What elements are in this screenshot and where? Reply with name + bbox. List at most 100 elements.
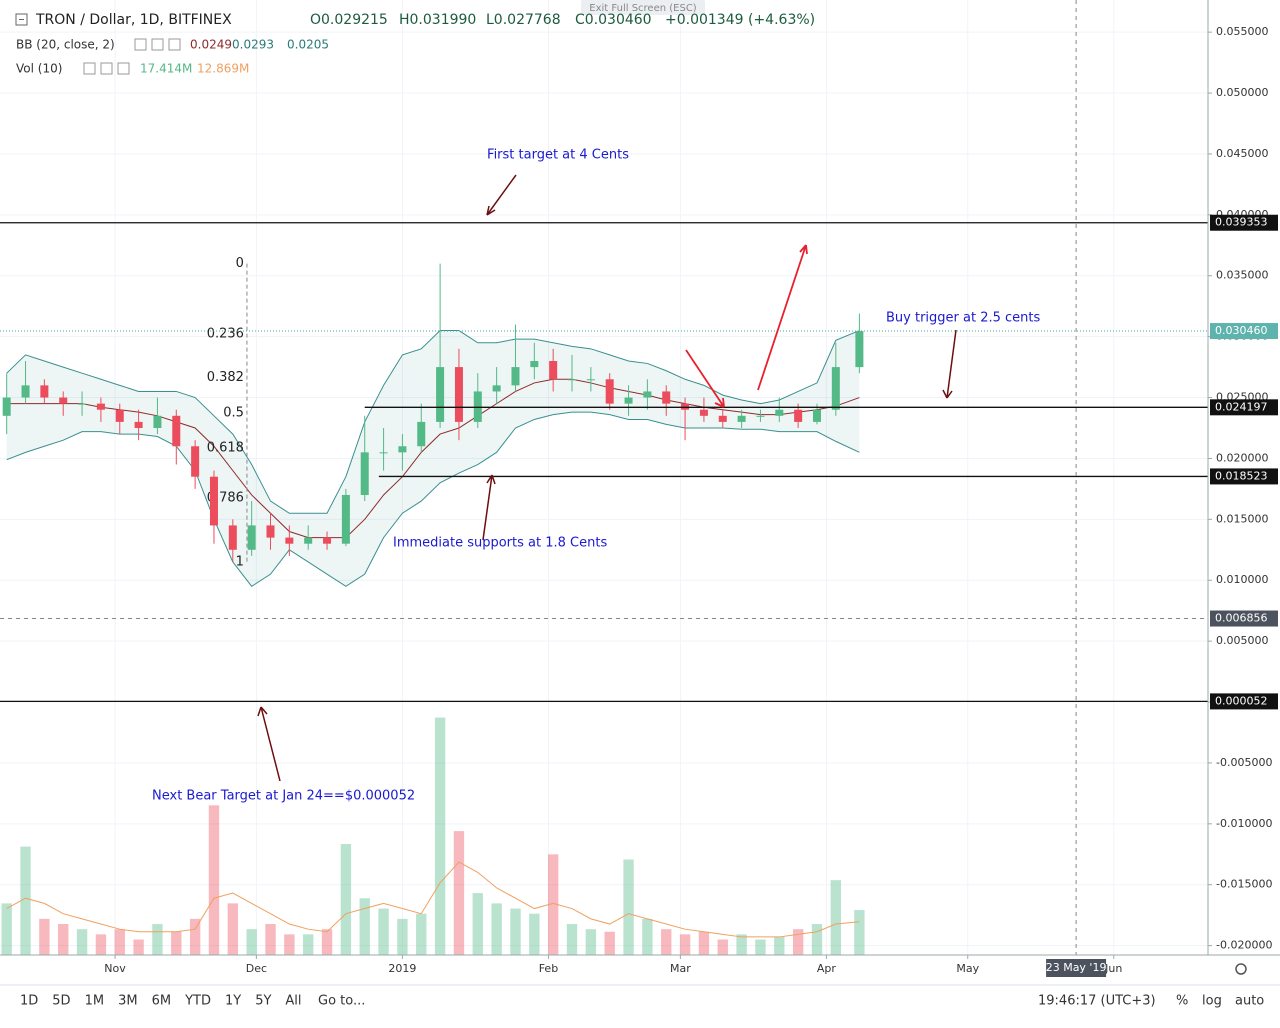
price-label: 0.006856 <box>1215 612 1268 625</box>
candle-body <box>737 415 746 422</box>
y-tick-label: 0.015000 <box>1216 512 1269 525</box>
volume-bar <box>792 929 804 955</box>
volume-bar <box>246 929 257 955</box>
price-label-bg <box>1210 468 1278 485</box>
annotation-arrows <box>257 174 957 782</box>
indicator-name[interactable]: Vol (10) <box>16 62 62 76</box>
range-button[interactable]: 1D <box>20 994 38 1009</box>
candle-body <box>436 367 445 422</box>
fib-label: 0.618 <box>207 440 244 455</box>
exit-button[interactable]: Exit Full Screen (ESC) <box>589 3 697 14</box>
volume-bar <box>642 918 653 955</box>
fib-label: 0 <box>236 256 244 271</box>
candle-body <box>511 367 520 386</box>
volume-bar <box>58 924 69 955</box>
range-button[interactable]: 5D <box>52 994 70 1009</box>
y-tick-label: 0.005000 <box>1216 634 1269 647</box>
bb-middle-line <box>6 378 860 539</box>
volume-bar <box>453 831 465 955</box>
annotation: Immediate supports at 1.8 Cents <box>393 536 607 551</box>
volume-bar <box>227 903 239 955</box>
candle-body <box>172 415 181 447</box>
range-button[interactable]: YTD <box>184 994 211 1009</box>
exit-button-bg[interactable] <box>581 0 705 15</box>
symbol[interactable]: TRON / Dollar, 1D, BITFINEX <box>35 12 232 28</box>
y-tick-label: 0.050000 <box>1216 86 1269 99</box>
volume-bar <box>359 898 370 955</box>
candle-body <box>549 361 558 380</box>
volume-bar <box>566 924 578 955</box>
candle-body <box>812 409 821 422</box>
x-tick-label: Dec <box>246 962 267 975</box>
volume-bar <box>20 846 31 955</box>
ohlc: L0.027768 <box>486 12 561 28</box>
volume-bar <box>529 913 540 955</box>
candle-body <box>209 476 218 526</box>
volume-bar <box>189 918 201 955</box>
y-tick-label: 0.010000 <box>1216 573 1269 586</box>
collapse-icon[interactable] <box>15 13 28 26</box>
x-tick-label: Nov <box>104 962 126 975</box>
volume-bar <box>95 934 107 955</box>
volume-bar <box>321 929 333 955</box>
price-label: 0.024197 <box>1215 400 1268 413</box>
candle-body <box>323 537 332 544</box>
candle-body <box>775 409 784 416</box>
candle-body <box>492 385 501 392</box>
ohlc: H0.031990 <box>399 12 476 28</box>
candle-body <box>662 391 671 404</box>
log-toggle[interactable]: log <box>1202 994 1222 1009</box>
candle-body <box>568 379 577 381</box>
volume-bar <box>397 918 408 955</box>
x-tick-label: Mar <box>670 962 691 975</box>
candle-body <box>794 409 803 422</box>
volume-ma-line <box>6 861 860 938</box>
range-button[interactable]: 1M <box>85 994 105 1009</box>
price-label-bg <box>1210 693 1278 710</box>
y-tick-label: -0.015000 <box>1216 878 1272 891</box>
volume-bar <box>623 859 634 955</box>
y-tick-label: -0.020000 <box>1216 939 1272 952</box>
volume-bar <box>585 929 597 955</box>
x-tick-label: 2019 <box>388 962 416 975</box>
x-tick-label: Feb <box>539 962 558 975</box>
volume-bar <box>604 931 615 955</box>
range-button[interactable]: 1Y <box>225 994 241 1009</box>
volume-bar <box>679 934 691 955</box>
fib-label: 1 <box>236 554 244 569</box>
ohlc: O0.029215 <box>310 12 388 28</box>
candle-body <box>718 415 727 422</box>
candle-body <box>21 385 30 398</box>
settings-icon[interactable] <box>1235 963 1247 975</box>
clock: 19:46:17 (UTC+3) <box>1038 994 1156 1009</box>
candle-body <box>756 415 765 417</box>
range-button[interactable]: All <box>285 994 301 1009</box>
candle-body <box>643 391 652 398</box>
auto-toggle[interactable]: auto <box>1235 994 1264 1009</box>
indicator-icons[interactable] <box>83 38 181 75</box>
price-label-bg <box>1210 610 1278 627</box>
candle-body <box>40 385 49 398</box>
candle-body <box>605 379 614 404</box>
volume-bar <box>378 908 389 955</box>
range-button[interactable]: 6M <box>152 994 172 1009</box>
candle-body <box>855 331 864 368</box>
candle-body <box>266 525 275 538</box>
candle-body <box>530 361 539 368</box>
volume-bar <box>133 939 144 955</box>
y-tick-label: 0.045000 <box>1216 147 1269 160</box>
volume-bar <box>208 805 220 955</box>
indicator-value: 0.0293 <box>232 38 274 52</box>
price-label-bg <box>1210 323 1278 340</box>
y-tick-label: -0.005000 <box>1216 756 1272 769</box>
percent-toggle[interactable]: % <box>1176 994 1188 1009</box>
range-button[interactable]: 3M <box>118 994 138 1009</box>
volume-bar <box>114 929 125 955</box>
goto-button[interactable]: Go to... <box>318 994 365 1009</box>
price-label: 0.030460 <box>1215 324 1268 337</box>
range-button[interactable]: 5Y <box>255 994 271 1009</box>
volume-bar <box>491 903 502 955</box>
fib-label: 0.382 <box>207 370 244 385</box>
indicator-name[interactable]: BB (20, close, 2) <box>16 38 115 52</box>
volume-bar <box>811 924 823 955</box>
